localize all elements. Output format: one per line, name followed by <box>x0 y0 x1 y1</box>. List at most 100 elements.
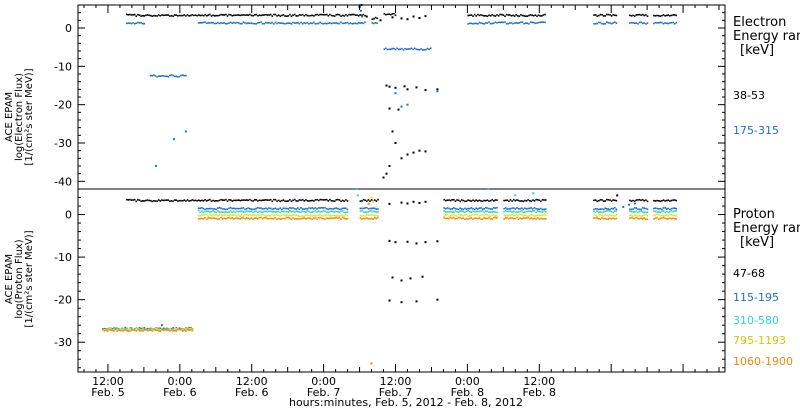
data-point <box>446 213 449 216</box>
data-point <box>529 14 532 16</box>
data-point <box>305 214 307 217</box>
data-point <box>166 327 168 330</box>
data-point <box>496 206 498 209</box>
data-point <box>504 199 507 202</box>
data-point <box>180 199 182 202</box>
data-point <box>538 218 541 220</box>
data-point <box>646 215 649 217</box>
data-point <box>449 199 452 202</box>
data-point <box>481 210 484 212</box>
data-point <box>654 210 657 213</box>
data-point <box>281 199 283 202</box>
data-point <box>394 241 397 244</box>
data-point <box>606 207 608 210</box>
data-point <box>329 207 331 210</box>
data-point <box>305 199 307 201</box>
data-point <box>228 13 230 16</box>
data-point <box>448 215 450 218</box>
data-point <box>250 217 253 219</box>
data-point <box>261 14 264 16</box>
data-point <box>477 200 479 202</box>
data-point <box>319 21 321 24</box>
data-point <box>541 21 543 23</box>
data-point <box>293 211 296 213</box>
data-point <box>175 328 178 330</box>
data-point <box>250 199 253 202</box>
data-point <box>356 194 359 197</box>
data-point <box>289 199 291 201</box>
data-point <box>261 22 264 25</box>
data-point <box>506 210 509 213</box>
data-point <box>494 21 497 23</box>
data-point <box>327 213 329 216</box>
proton-data-marks <box>102 188 678 365</box>
data-point <box>244 14 246 16</box>
data-point <box>345 207 347 210</box>
data-point <box>343 211 345 214</box>
data-point <box>269 217 272 220</box>
data-point <box>191 199 194 201</box>
data-point <box>337 207 339 210</box>
data-point <box>514 211 517 214</box>
data-point <box>239 22 241 25</box>
data-point <box>215 214 217 216</box>
data-point <box>314 214 317 217</box>
data-point <box>172 328 174 330</box>
data-point <box>374 22 377 24</box>
proton-legend-47-68: 47-68 <box>733 267 765 280</box>
data-point <box>199 211 201 214</box>
data-point <box>541 218 544 220</box>
data-point <box>309 14 312 17</box>
data-point <box>530 207 533 209</box>
data-point <box>538 199 541 202</box>
data-point <box>489 218 492 220</box>
data-point <box>508 214 510 217</box>
data-point <box>659 217 662 220</box>
data-point <box>661 200 663 202</box>
data-point <box>247 217 249 220</box>
data-point <box>340 208 342 211</box>
data-point <box>191 328 194 330</box>
data-point <box>247 14 250 16</box>
data-point <box>478 199 481 202</box>
data-point <box>656 14 658 17</box>
data-point <box>205 213 208 216</box>
data-point <box>317 199 320 202</box>
data-point <box>480 214 482 217</box>
data-point <box>525 217 528 219</box>
data-point <box>175 330 178 332</box>
data-point <box>346 200 349 202</box>
data-point <box>423 49 426 51</box>
proton-legend-energy: Energy range <box>733 221 800 236</box>
data-point <box>602 23 605 25</box>
data-point <box>486 210 489 212</box>
data-point <box>436 88 439 91</box>
data-point <box>601 199 603 201</box>
data-point <box>145 328 147 331</box>
data-point <box>239 207 241 210</box>
data-point <box>204 208 206 211</box>
data-point <box>607 22 610 24</box>
data-point <box>284 217 286 220</box>
data-point <box>274 211 277 213</box>
data-point <box>293 22 296 24</box>
x-tick-time-label: 0:00 <box>167 375 192 388</box>
data-point <box>670 209 673 212</box>
data-point <box>469 217 471 220</box>
data-point <box>335 210 337 213</box>
data-point <box>306 14 309 17</box>
data-point <box>394 48 397 51</box>
data-point <box>635 14 638 16</box>
data-point <box>273 23 275 25</box>
data-point <box>659 211 662 213</box>
data-point <box>300 211 302 213</box>
data-point <box>212 199 214 202</box>
data-point <box>418 202 421 204</box>
data-point <box>640 215 642 217</box>
proton-legend-115-195: 115-195 <box>733 291 779 304</box>
data-point <box>533 210 536 212</box>
data-point <box>185 74 187 77</box>
data-point <box>308 210 310 213</box>
data-point <box>301 210 304 212</box>
